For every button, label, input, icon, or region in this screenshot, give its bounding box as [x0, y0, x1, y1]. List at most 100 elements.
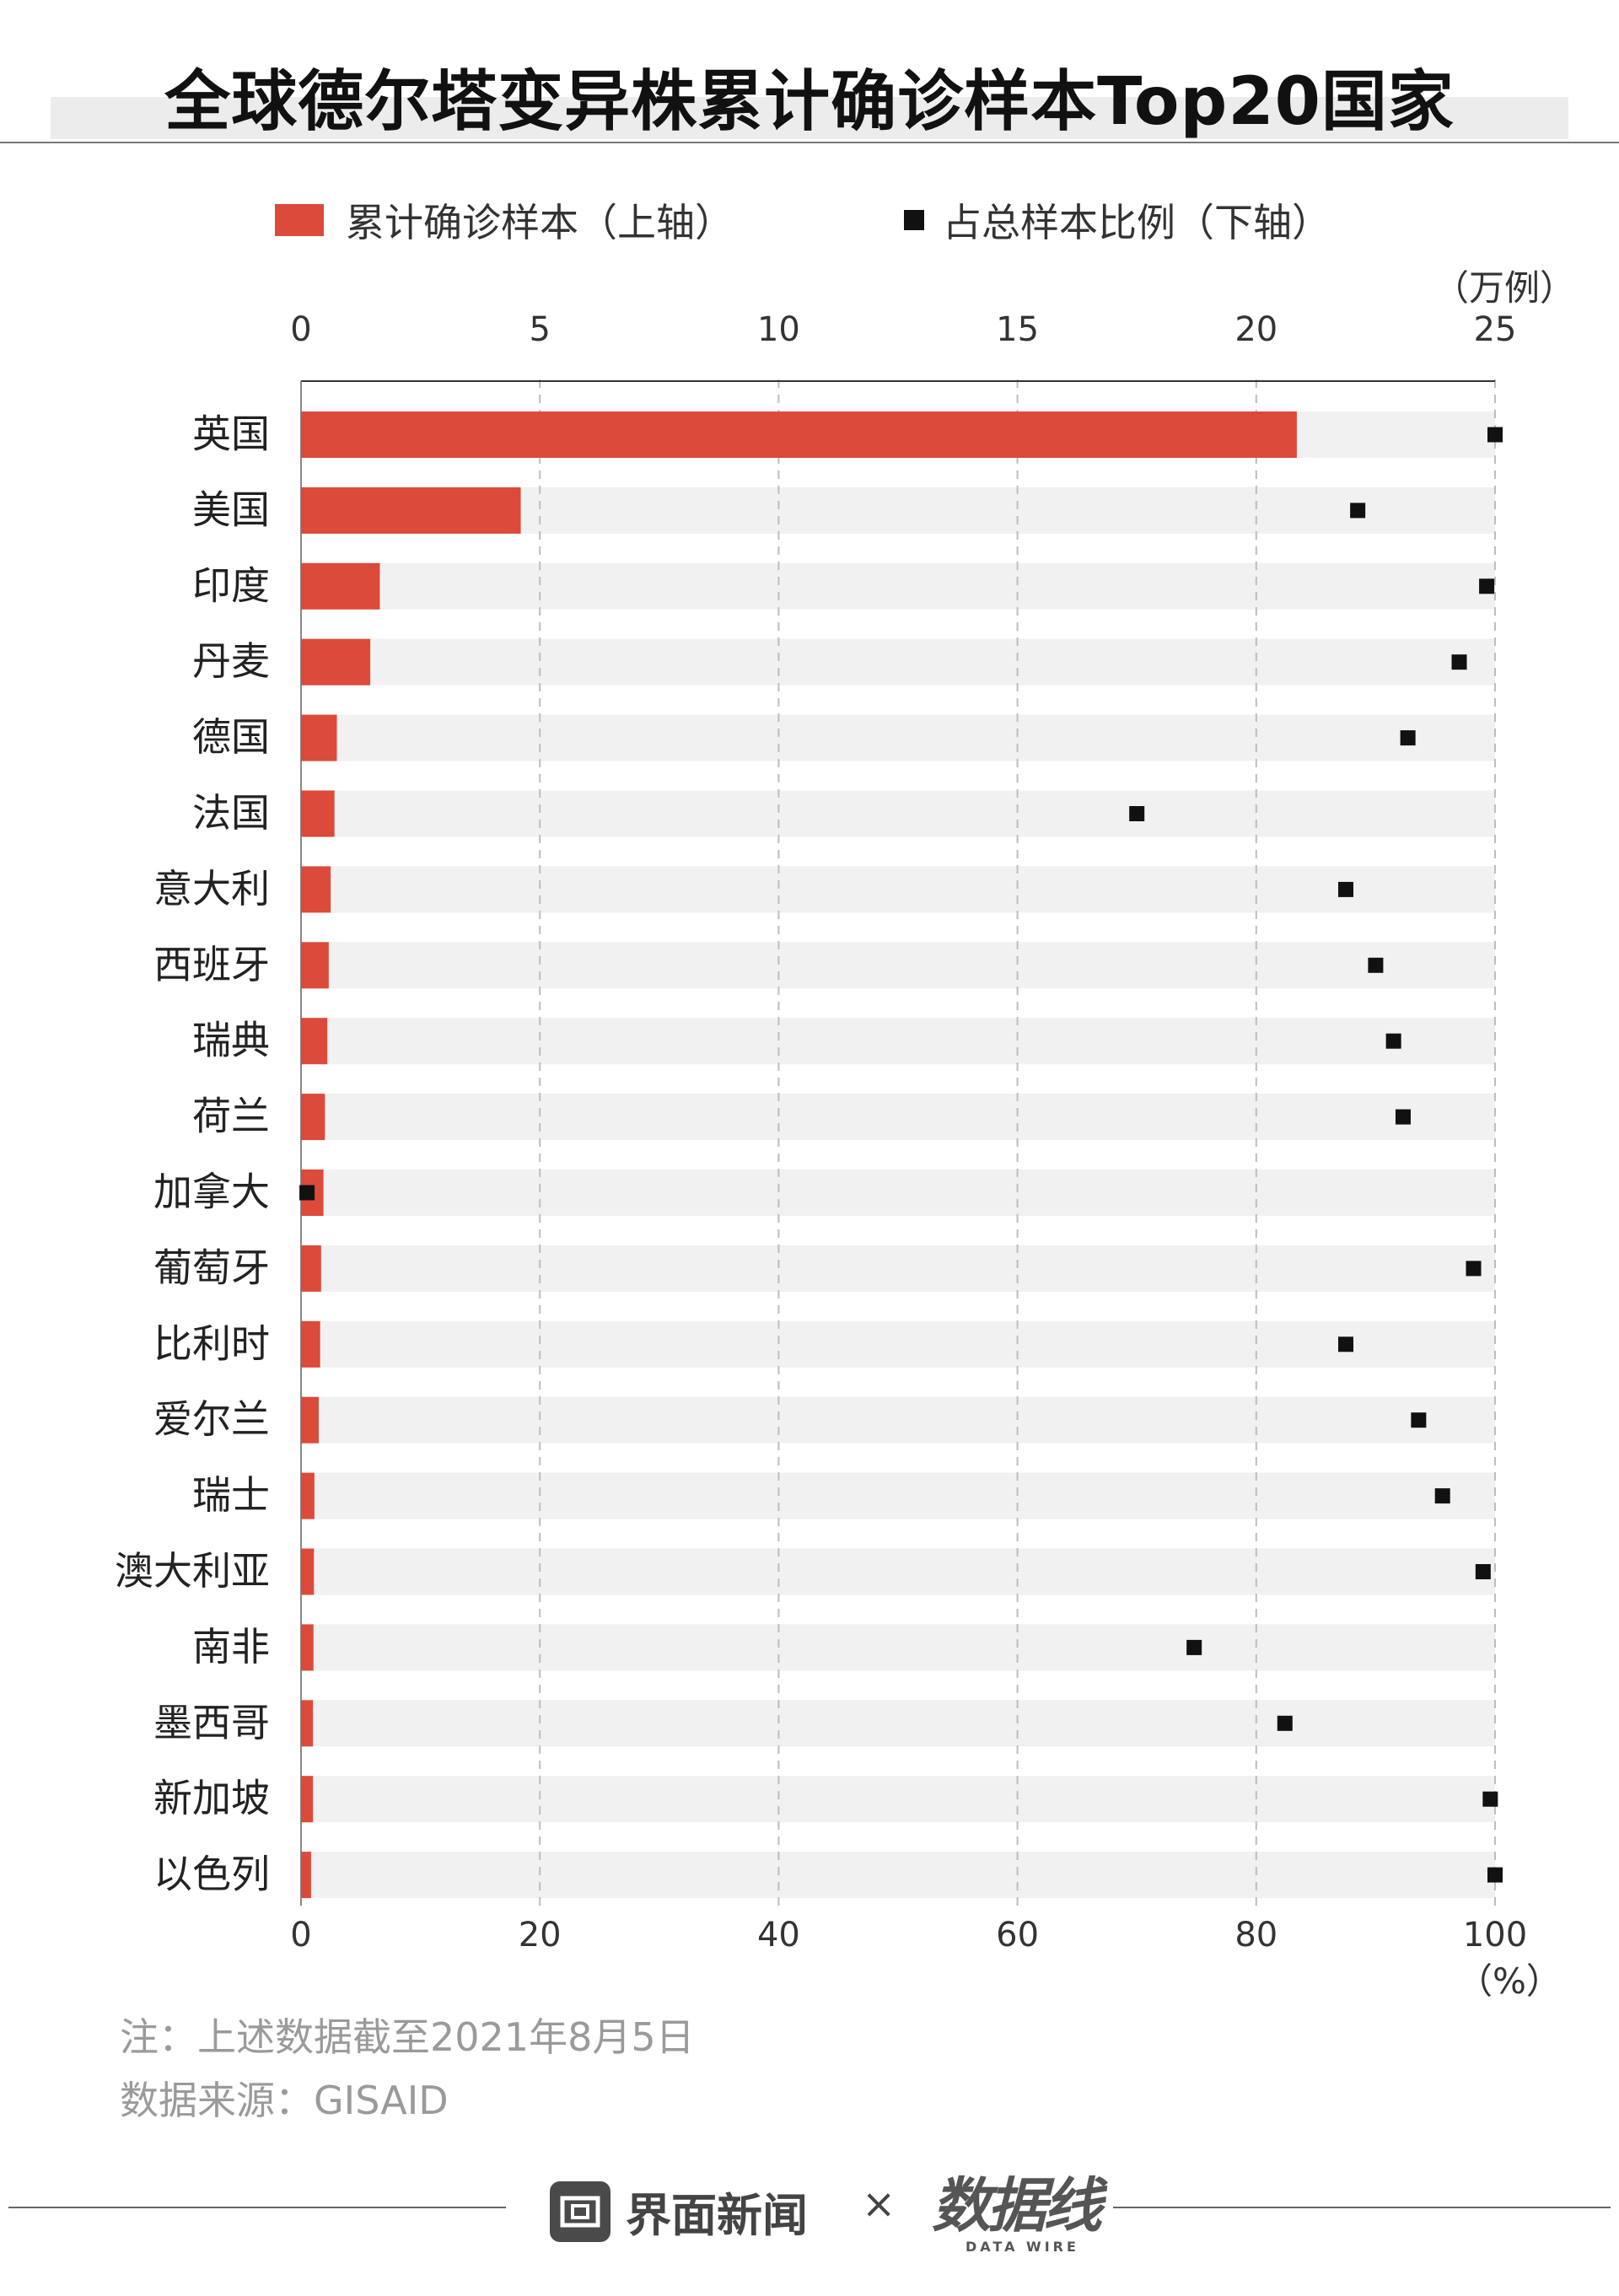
footer-divider-right — [1113, 2207, 1611, 2208]
row-band — [301, 1396, 1495, 1444]
bar — [301, 790, 335, 837]
bar — [301, 1472, 315, 1519]
top-axis-tick-label: 25 — [1474, 310, 1517, 349]
top-axis-tick-label: 10 — [757, 310, 800, 349]
brand-name: 界面新闻 — [626, 2189, 808, 2242]
ratio-dot — [1338, 1336, 1353, 1352]
ratio-dot — [1350, 503, 1366, 519]
top-axis-unit: （万例） — [1433, 267, 1576, 309]
bottom-axis-tick-label: 60 — [996, 1916, 1039, 1955]
bar — [301, 1548, 315, 1595]
top-axis-tick-label: 15 — [996, 310, 1039, 349]
category-label: 葡萄牙 — [153, 1245, 270, 1290]
bar — [301, 1320, 320, 1368]
bar — [301, 1776, 314, 1823]
row-band — [301, 1624, 1495, 1671]
bar — [301, 1396, 319, 1444]
category-label: 澳大利亚 — [115, 1548, 270, 1594]
category-label: 荷兰 — [192, 1094, 270, 1139]
row-band — [301, 1320, 1495, 1368]
row-band — [301, 1245, 1495, 1292]
category-label: 瑞士 — [192, 1472, 270, 1518]
row-band — [301, 638, 1495, 686]
bar — [301, 1700, 314, 1747]
category-label: 意大利 — [153, 866, 270, 911]
category-label: 丹麦 — [192, 638, 270, 684]
bar — [301, 1852, 311, 1899]
row-band — [301, 866, 1495, 913]
bottom-axis-tick-label: 80 — [1234, 1916, 1277, 1955]
category-label: 英国 — [192, 411, 270, 457]
ratio-dot — [1186, 1639, 1202, 1655]
row-band — [301, 1548, 1495, 1595]
ratio-dot — [1129, 806, 1145, 821]
ratio-dot — [1475, 1564, 1491, 1579]
category-label: 印度 — [192, 562, 270, 608]
category-label: 以色列 — [153, 1852, 270, 1897]
legend-item-dot: 占总样本比例（下轴） — [904, 192, 1331, 248]
legend-dot-label: 占总样本比例（下轴） — [943, 200, 1331, 245]
bar — [301, 866, 331, 913]
row-band — [301, 562, 1495, 610]
bar — [301, 1245, 321, 1292]
footer-brand: 界面新闻 — [550, 2178, 808, 2245]
bottom-axis-unit: （%） — [1457, 1960, 1562, 2002]
ratio-dot — [1487, 427, 1503, 443]
category-label: 西班牙 — [153, 942, 270, 987]
legend-item-bar: 累计确诊样本（上轴） — [275, 192, 734, 248]
ratio-dot — [1400, 730, 1416, 746]
row-band — [301, 1776, 1495, 1823]
partner-subtitle: DATA WIRE — [965, 2239, 1079, 2255]
bottom-axis-tick-label: 0 — [290, 1916, 311, 1955]
chart-title: 全球德尔塔变异株累计确诊样本Top20国家 — [164, 64, 1455, 140]
bar — [301, 638, 371, 686]
bar — [301, 411, 1297, 458]
category-label: 新加坡 — [153, 1776, 270, 1821]
data-source: 数据来源：GISAID — [120, 2078, 449, 2123]
row-band — [301, 1472, 1495, 1519]
top-axis-tick-label: 5 — [529, 310, 550, 349]
top-axis-tick-label: 0 — [290, 310, 311, 349]
ratio-dot — [1466, 1261, 1482, 1277]
legend-bar-swatch — [275, 204, 324, 236]
category-label: 比利时 — [153, 1320, 270, 1366]
ratio-dot — [1434, 1488, 1450, 1504]
ratio-dot — [299, 1185, 315, 1201]
row-band — [301, 1094, 1495, 1141]
brand-logo-icon — [550, 2180, 610, 2242]
row-band — [301, 942, 1495, 989]
row-band — [301, 1700, 1495, 1747]
bar — [301, 714, 337, 761]
bar-chart: 0 5 10 15 20 25 0 20 40 60 80 100 英国美国印度丹麦德国法国意大利西班牙… — [115, 310, 1527, 1955]
ratio-dot — [1451, 654, 1467, 670]
top-axis-tick-label: 20 — [1234, 310, 1277, 349]
bar — [301, 1094, 325, 1141]
bar — [301, 562, 380, 610]
category-label: 加拿大 — [153, 1170, 270, 1215]
bar — [301, 1018, 328, 1065]
data-note: 注：上述数据截至2021年8月5日 — [120, 2014, 695, 2060]
footer-divider-left — [8, 2207, 506, 2208]
ratio-dot — [1479, 578, 1495, 594]
bottom-axis-tick-label: 40 — [757, 1916, 800, 1955]
category-label: 墨西哥 — [153, 1700, 270, 1745]
footer-separator: × — [862, 2180, 896, 2228]
bottom-axis-tick-label: 100 — [1463, 1916, 1527, 1955]
bar — [301, 942, 329, 989]
bar — [301, 487, 521, 534]
ratio-dot — [1338, 881, 1353, 897]
title-rule — [0, 142, 1619, 143]
ratio-dot — [1482, 1791, 1498, 1807]
category-label: 美国 — [192, 487, 270, 532]
bar — [301, 1624, 314, 1671]
row-band — [301, 1852, 1495, 1899]
ratio-dot — [1487, 1867, 1503, 1883]
row-band — [301, 790, 1495, 837]
category-label: 德国 — [192, 714, 270, 760]
partner-name: 数据线 — [932, 2171, 1102, 2240]
row-band — [301, 1170, 1495, 1216]
legend-dot-swatch — [904, 210, 924, 230]
bottom-axis-tick-label: 20 — [519, 1916, 562, 1955]
ratio-dot — [1368, 957, 1384, 973]
ratio-dot — [1411, 1412, 1427, 1428]
